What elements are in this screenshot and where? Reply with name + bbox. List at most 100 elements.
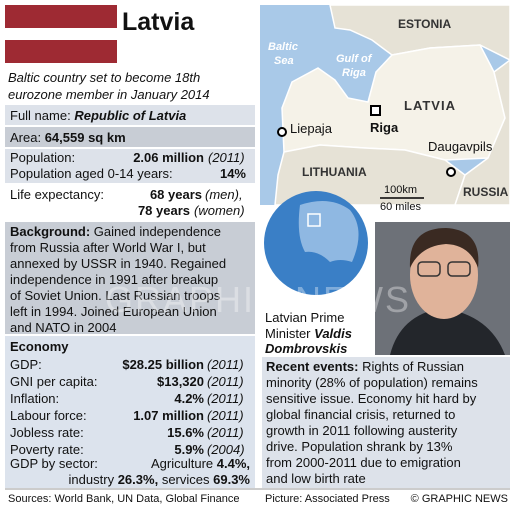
fact-value: 14%: [220, 166, 246, 181]
fact-value: 78 years: [138, 203, 190, 218]
paragraph-text: sensitive issue. Economy hit hard by: [266, 391, 477, 406]
sector-name: industry: [69, 472, 115, 487]
footer-copyright: © GRAPHIC NEWS: [411, 493, 508, 505]
footer-sources: Sources: World Bank, UN Data, Global Fin…: [8, 493, 240, 505]
caption: Latvian Prime: [265, 310, 344, 325]
fact-label: GDP by sector:: [10, 456, 98, 471]
paragraph-line: from 2000-2011 due to emigration: [266, 455, 461, 470]
map-label: Gulf of: [336, 53, 373, 65]
fact-label: Life expectancy:: [10, 187, 104, 202]
map-label: Daugavpils: [428, 139, 493, 154]
row-bg: [5, 149, 255, 183]
caption-name: Dombrovskis: [265, 341, 347, 356]
fact-note: (2011): [208, 150, 245, 165]
paragraph-line: annexed by USSR in 1940. Regained: [10, 256, 226, 271]
sector-value: 69.3%: [213, 472, 250, 487]
fact-label: Area:: [10, 130, 41, 145]
map-label: Sea: [274, 55, 294, 67]
scale-label: 100km: [384, 184, 417, 196]
caption-name: Valdis: [314, 326, 352, 341]
paragraph-line: global financial crisis, returned to: [266, 407, 455, 422]
fact-value: 2.06 million: [133, 150, 204, 165]
scale-label: 60 miles: [380, 201, 421, 213]
section-bg: [5, 222, 255, 334]
fact-note: (2011): [207, 425, 244, 440]
sector-name: services: [162, 472, 210, 487]
row-bg: [5, 127, 255, 147]
map-label: Liepaja: [290, 121, 333, 136]
row-bg: [5, 105, 255, 125]
sector-name: Agriculture: [151, 456, 213, 471]
paragraph-text: and NATO in 2004: [10, 320, 116, 335]
subtitle: eurozone member in January 2014: [8, 87, 210, 102]
paragraph-text: drive. Population shrank by 13%: [266, 439, 453, 454]
caption: Minister Valdis: [265, 326, 352, 341]
map-label: LATVIA: [404, 98, 456, 113]
fact: Full name: Republic of Latvia: [10, 108, 186, 123]
fact-value: 68 years: [150, 187, 202, 202]
fact-label: Inflation:: [10, 391, 59, 406]
paragraph-text: left in 1994. Joined European Union: [10, 304, 217, 319]
events-bg: [262, 357, 510, 488]
fact: Area: 64,559 sq km: [10, 130, 126, 145]
paragraph-text: annexed by USSR in 1940. Regained: [10, 256, 226, 271]
paragraph-line: left in 1994. Joined European Union: [10, 304, 217, 319]
paragraph-line: growth in 2011 following austerity: [266, 423, 458, 438]
paragraph-line: from Russia after World War I, but: [10, 240, 206, 255]
lithuania: [274, 144, 466, 206]
paragraph-text: from Russia after World War I, but: [10, 240, 206, 255]
paragraph-text: of Soviet Union. Last Russian troops: [10, 288, 221, 303]
face: [410, 231, 478, 319]
paragraph-label: Background:: [10, 224, 90, 239]
hair: [409, 228, 479, 268]
paragraph-line: minority (28% of population) remains: [266, 375, 478, 390]
caption-text: Minister: [265, 326, 311, 341]
sector-line: Agriculture 4.4%,: [151, 456, 250, 471]
city-marker: [277, 127, 287, 137]
paragraph-line: and low birth rate: [266, 471, 366, 486]
paragraph-line: Background: Gained independence: [10, 224, 221, 239]
map-label: Baltic: [268, 41, 298, 53]
paragraph-line: of Soviet Union. Last Russian troops: [10, 288, 221, 303]
fact-note: (2011): [207, 391, 244, 406]
fact-note: (women): [194, 203, 245, 218]
economy-title: Economy: [10, 339, 69, 354]
photo: [375, 222, 510, 355]
fact-label: GNI per capita:: [10, 374, 97, 389]
fact-label: Labour force:: [10, 408, 87, 423]
map-label: LITHUANIA: [302, 165, 367, 179]
events-text: Recent events: Rights of Russianminority…: [266, 359, 478, 486]
fact-note: (2011): [207, 357, 244, 372]
paragraph-line: sensitive issue. Economy hit hard by: [266, 391, 477, 406]
paragraph-line: independence in 1991 after breakup: [10, 272, 218, 287]
paragraph-text: and low birth rate: [266, 471, 366, 486]
glasses: [447, 261, 471, 277]
fact-value: 1.07 million: [133, 408, 204, 423]
paragraph-text: minority (28% of population) remains: [266, 375, 478, 390]
paragraph-line: and NATO in 2004: [10, 320, 116, 335]
fact-note: (2004): [207, 442, 245, 457]
watermark: GRAPHIC NEWS: [105, 279, 411, 320]
fact-value: $28.25 billion: [122, 357, 204, 372]
russia: [453, 58, 511, 206]
paragraph-text: growth in 2011 following austerity: [266, 423, 458, 438]
economy-rows: GDP: $28.25 billion (2011)GNI per capita: $…: [10, 357, 245, 457]
paragraph-text: Rights of Russian: [362, 359, 464, 374]
map-label: RUSSIA: [463, 185, 509, 199]
paragraph-text: independence in 1991 after breakup: [10, 272, 218, 287]
title: Latvia: [122, 8, 195, 36]
globe-land: [298, 201, 359, 262]
paragraph-label: Recent events:: [266, 359, 358, 374]
fact-value: 64,559 sq km: [45, 130, 126, 145]
fact-value: 15.6%: [167, 425, 204, 440]
fact-note: (2011): [207, 408, 244, 423]
fact-label: Jobless rate:: [10, 425, 84, 440]
fact-note: (men),: [205, 187, 243, 202]
paragraph-text: Gained independence: [94, 224, 221, 239]
city-marker: [446, 167, 456, 177]
sector-value: 4.4%,: [217, 456, 250, 471]
paragraph-text: global financial crisis, returned to: [266, 407, 455, 422]
suit: [390, 308, 505, 355]
globe-marker: [307, 213, 321, 227]
map-label: Riga: [342, 67, 366, 79]
